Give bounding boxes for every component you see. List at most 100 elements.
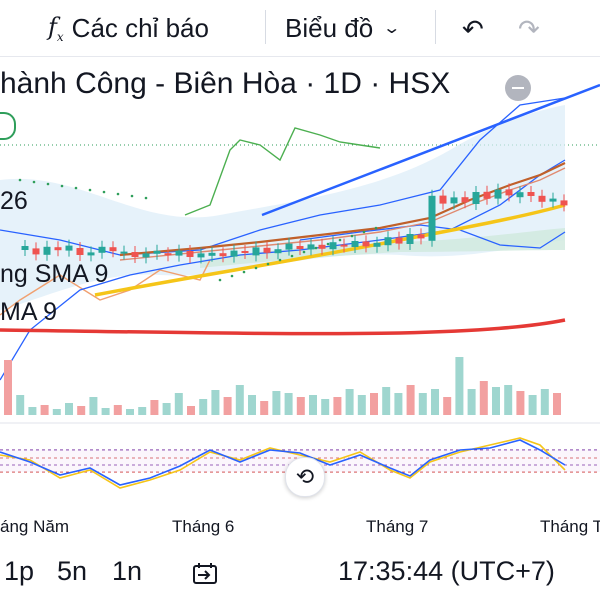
psar-dot: [374, 226, 378, 230]
volume-bar: [211, 390, 220, 415]
time-label: Tháng 6: [172, 517, 235, 536]
candle-body: [505, 189, 513, 196]
candle-body: [164, 253, 172, 256]
candle-body: [76, 248, 84, 255]
candle-body: [450, 197, 458, 204]
candle-body: [439, 195, 447, 204]
candle-body: [230, 250, 238, 257]
time-label: Tháng 7: [366, 517, 429, 536]
candle-body: [472, 192, 480, 204]
candle-body: [263, 247, 271, 253]
candle-body: [285, 243, 293, 250]
chart-type-button[interactable]: Biểu đồ ⌄: [285, 10, 401, 46]
psar-dot: [102, 190, 106, 194]
psar-dot: [144, 196, 148, 200]
psar-dot: [218, 278, 222, 282]
volume-bar: [553, 393, 561, 415]
volume-bar: [174, 393, 183, 415]
candle-body: [351, 241, 359, 247]
candle-body: [395, 237, 403, 244]
minus-icon[interactable]: [505, 75, 531, 101]
candle-body: [219, 253, 227, 257]
volume-bar: [187, 406, 195, 415]
volume-bar: [309, 395, 317, 415]
volume-bar: [260, 401, 269, 415]
psar-dot: [290, 254, 294, 258]
volume-bar: [504, 385, 513, 415]
cloud-band-lower: [200, 228, 565, 268]
sma-legend-2[interactable]: MA 9: [0, 298, 57, 326]
psar-dot: [74, 186, 78, 190]
volume-bar: [89, 397, 98, 415]
volume-bar: [199, 399, 208, 415]
gear-icon[interactable]: [0, 112, 16, 140]
volume-bar: [406, 385, 415, 415]
candle-body: [153, 250, 161, 254]
volume-bar: [357, 395, 366, 415]
volume-bar: [162, 403, 171, 415]
volume-bar: [223, 397, 232, 415]
chart-type-label: Biểu đồ: [285, 12, 374, 43]
volume-bar: [431, 389, 439, 415]
psar-dot: [338, 238, 342, 242]
volume-bar: [394, 393, 403, 415]
candle-body: [131, 252, 139, 257]
redo-icon[interactable]: ↷: [518, 14, 540, 44]
candle-body: [527, 192, 535, 196]
volume-bar: [113, 405, 122, 415]
candle-body: [142, 253, 150, 258]
psar-dot: [314, 246, 318, 250]
psar-dot: [60, 184, 64, 188]
psar-dot: [88, 188, 92, 192]
volume-bar: [418, 393, 427, 415]
symbol-title[interactable]: hành Công - Biên Hòa · 1D · HSX: [0, 67, 451, 100]
interval-button[interactable]: 1n: [112, 556, 143, 586]
reset-icon: ⟲: [295, 464, 315, 489]
volume-bar: [40, 405, 49, 415]
volume-bar: [528, 395, 537, 415]
psar-dot: [46, 182, 50, 186]
psar-dot: [278, 258, 282, 262]
interval-button[interactable]: 1p: [4, 556, 35, 586]
candle-body: [98, 246, 106, 253]
calendar-arrow-icon[interactable]: [193, 562, 219, 584]
candle-body: [428, 195, 436, 241]
volume-bar: [101, 408, 110, 415]
candle-body: [175, 250, 183, 256]
psar-dot: [266, 262, 270, 266]
volume-bar: [540, 389, 549, 415]
time-label: Tháng T: [540, 517, 600, 536]
candle-body: [362, 241, 370, 247]
psar-dot: [130, 194, 134, 198]
indicator-value: 26: [0, 187, 28, 215]
sma-red-line: [0, 318, 566, 336]
indicators-button[interactable]: fx Các chỉ báo: [48, 10, 209, 46]
volume-bar: [4, 360, 12, 415]
psar-dot: [254, 266, 258, 270]
volume-bar: [296, 397, 305, 415]
ma-light-line: [119, 167, 566, 261]
volume-bar: [138, 407, 147, 415]
volume-bar: [467, 389, 476, 415]
volume-bar: [492, 387, 500, 415]
candle-body: [373, 242, 381, 247]
volume-bar: [479, 381, 488, 415]
candle-body: [54, 247, 62, 251]
psar-dot: [326, 242, 330, 246]
clock-label: 17:35:44 (UTC+7): [338, 556, 555, 586]
candle-body: [65, 245, 73, 251]
sma-legend-1[interactable]: ng SMA 9: [0, 260, 109, 288]
volume-bar: [321, 399, 330, 415]
undo-icon[interactable]: ↶: [462, 14, 484, 44]
reset-chart-button[interactable]: ⟲: [285, 457, 325, 497]
candle-body: [307, 244, 315, 250]
fx-icon: fx: [48, 12, 64, 44]
candle-body: [384, 237, 392, 246]
rsi-signal-line: [0, 437, 566, 489]
volume-bar: [52, 409, 61, 415]
volume-bar: [284, 393, 293, 415]
interval-button[interactable]: 5n: [57, 556, 88, 586]
psar-dot: [350, 234, 354, 238]
psar-dot: [242, 270, 246, 274]
time-axis[interactable]: áng Năm Tháng 6 Tháng 7 Tháng T: [0, 505, 600, 545]
